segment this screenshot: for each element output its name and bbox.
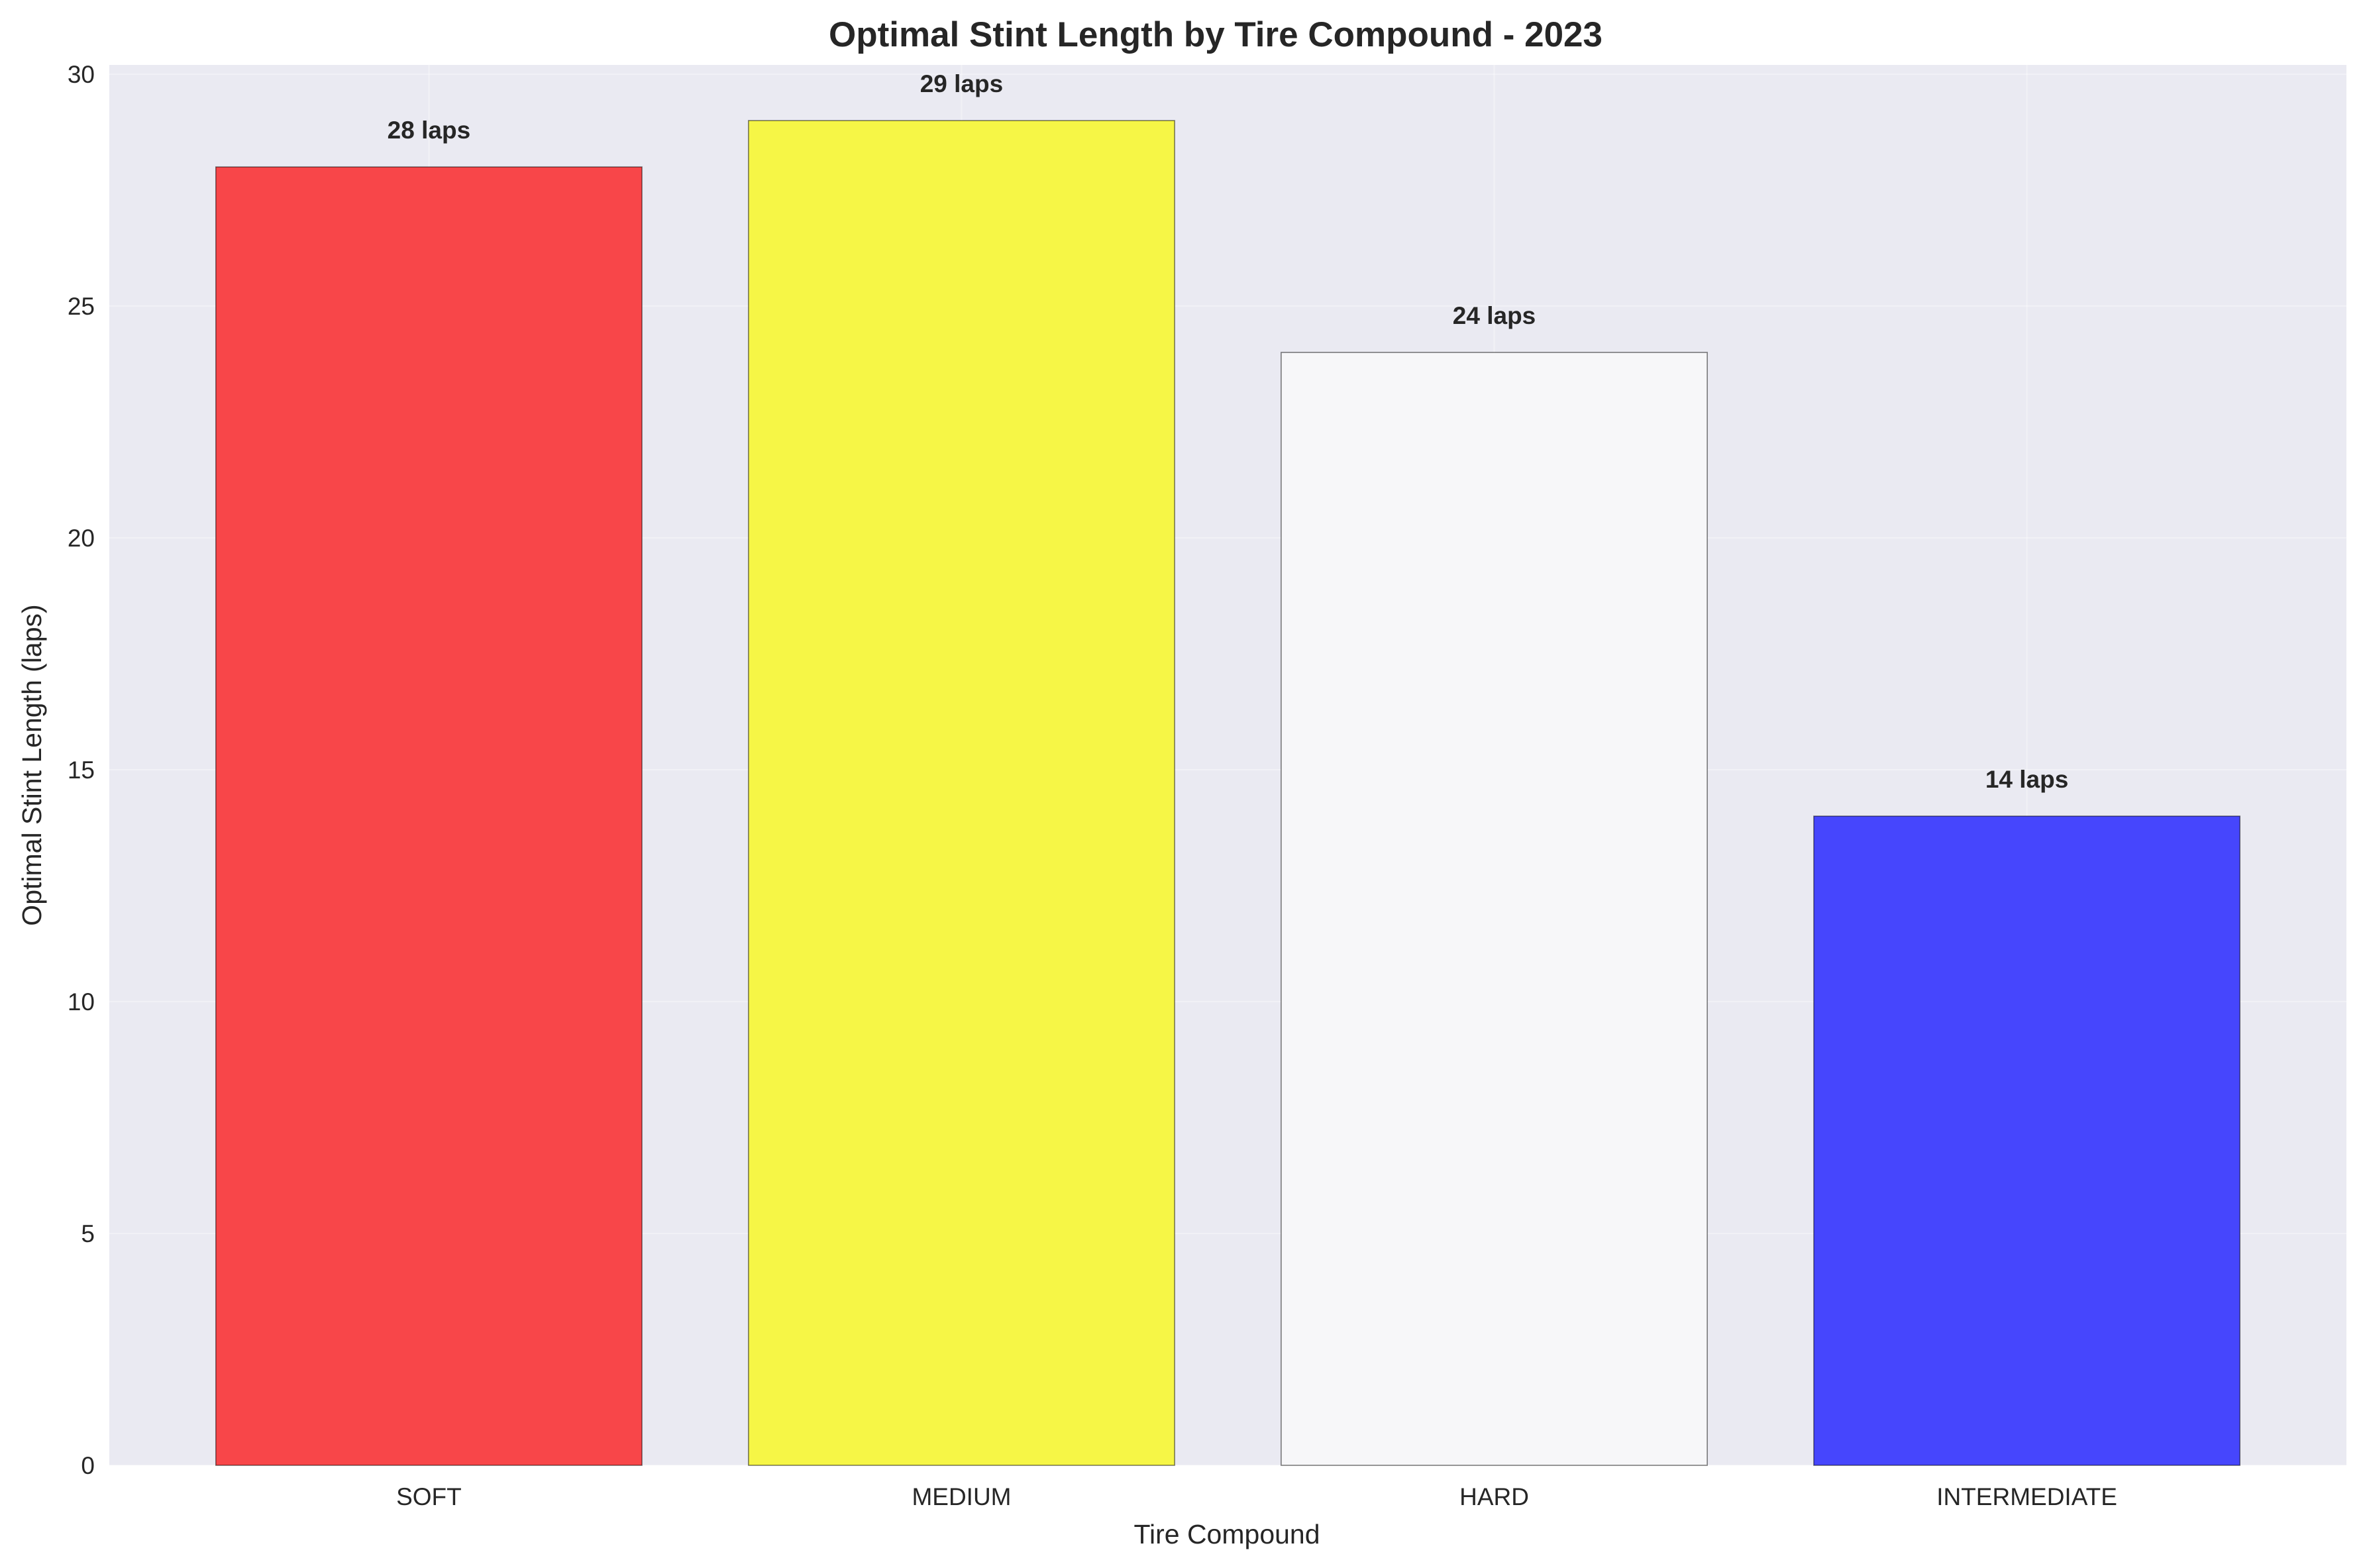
x-tick-label: MEDIUM [912,1483,1011,1510]
x-tick-label: HARD [1459,1483,1529,1510]
y-tick-label: 15 [68,757,95,784]
bar-hard [1281,352,1708,1466]
bar-value-label: 29 laps [920,70,1003,97]
y-axis-label: Optimal Stint Length (laps) [17,604,47,925]
bar-value-label: 24 laps [1453,302,1536,329]
x-axis-ticks: SOFT MEDIUM HARD INTERMEDIATE [396,1483,2117,1510]
y-tick-label: 25 [68,293,95,320]
y-tick-label: 20 [68,525,95,552]
y-tick-label: 10 [68,988,95,1016]
x-tick-label: SOFT [396,1483,462,1510]
bar-soft [215,166,643,1466]
bar-value-label: 28 laps [388,117,470,144]
y-axis-ticks: 0 5 10 15 20 25 30 [68,61,95,1479]
x-tick-label: INTERMEDIATE [1936,1483,2117,1510]
data-labels: 28 laps 29 laps 24 laps 14 laps [388,70,2069,793]
y-tick-label: 5 [81,1220,95,1247]
y-tick-label: 30 [68,61,95,88]
chart-title: Optimal Stint Length by Tire Compound - … [829,15,1603,54]
bars [215,120,2240,1466]
bar-value-label: 14 laps [1985,766,2068,793]
x-axis-label: Tire Compound [1133,1519,1320,1549]
y-tick-label: 0 [81,1452,95,1479]
bar-medium [748,120,1175,1466]
bar-intermediate [1813,815,2240,1466]
